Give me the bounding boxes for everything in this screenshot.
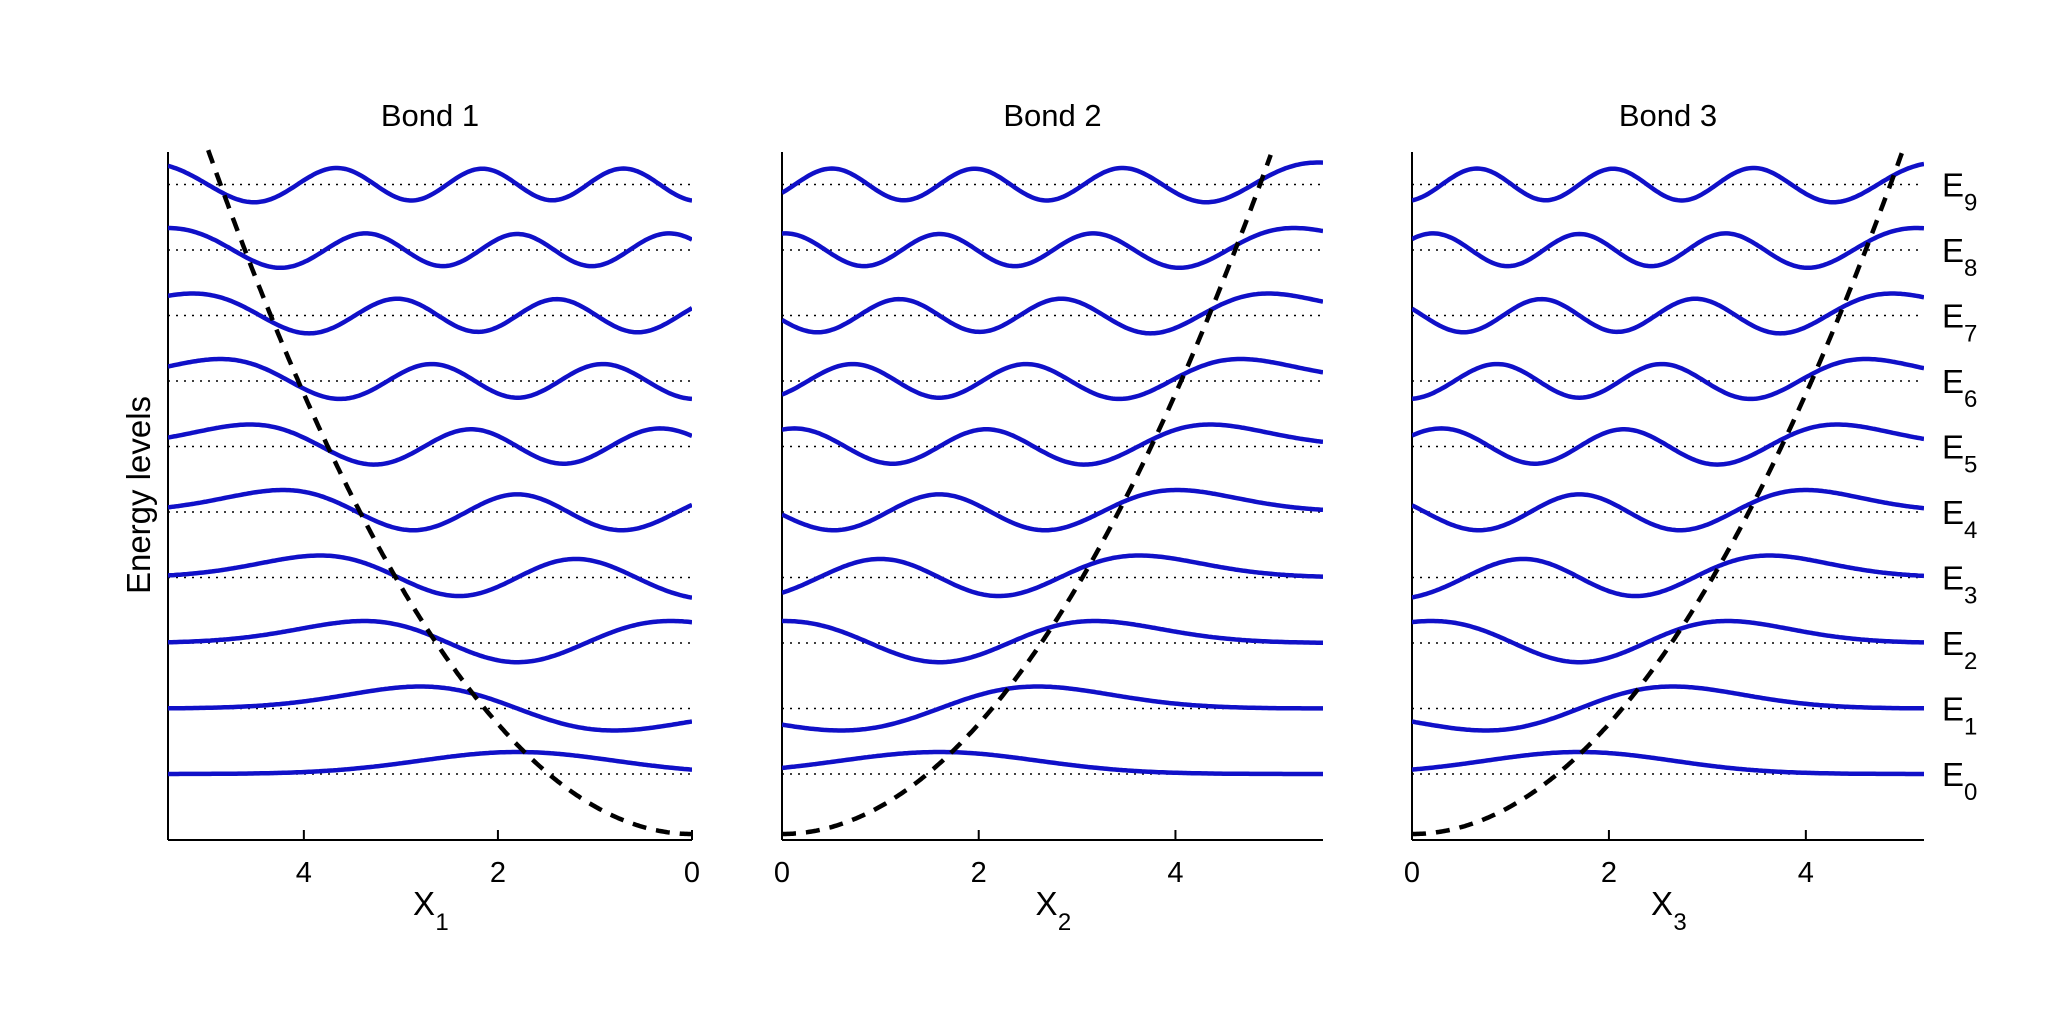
panel-bond-1: Bond 1 4 2 0 X1 bbox=[167, 98, 700, 936]
energy-level-subscript: 0 bbox=[1964, 779, 1977, 806]
x-tick-label: 2 bbox=[971, 857, 987, 889]
wavefunction-curve bbox=[1412, 422, 1924, 467]
wavefunction-curve bbox=[782, 356, 1323, 402]
wavefunction-curve bbox=[168, 684, 692, 733]
energy-level-label: E bbox=[1942, 625, 1964, 662]
wavefunction-curve bbox=[1412, 356, 1924, 402]
panel-title: Bond 2 bbox=[1003, 98, 1101, 133]
energy-level-label: E bbox=[1942, 232, 1964, 269]
energy-level-label: E bbox=[1942, 494, 1964, 531]
energy-level-subscript: 1 bbox=[1964, 714, 1977, 741]
energy-level-subscript: 5 bbox=[1964, 452, 1977, 479]
panel-bond-2: Bond 20 2 4X2 bbox=[774, 98, 1323, 936]
wavefunction-curve bbox=[1412, 618, 1924, 665]
x-axis-label: X bbox=[1651, 885, 1673, 922]
wavefunction-curve bbox=[168, 356, 692, 402]
wavefunction-curve bbox=[1412, 225, 1924, 271]
wavefunction-curve bbox=[782, 487, 1323, 533]
wavefunction-curve bbox=[782, 749, 1323, 777]
energy-level-label: E bbox=[1942, 560, 1964, 597]
wavefunction-curve bbox=[168, 163, 692, 205]
wavefunction-curve bbox=[1412, 291, 1924, 336]
wavefunction-curve bbox=[1412, 161, 1924, 205]
energy-level-labels: E 0E 1E 2E 3E 4E 5E 6E 7E 8E 9 bbox=[1942, 167, 1977, 807]
x-axis-label-subscript: 3 bbox=[1673, 909, 1686, 936]
y-axis-label: Energy levels bbox=[120, 396, 157, 594]
energy-level-label: E bbox=[1942, 167, 1964, 204]
wavefunction-curve bbox=[168, 487, 692, 533]
wavefunction-curve bbox=[1412, 487, 1924, 533]
energy-level-subscript: 9 bbox=[1964, 190, 1977, 217]
x-tick-label: 2 bbox=[490, 857, 506, 889]
wavefunction-curve bbox=[168, 553, 692, 600]
panel-bond-3: Bond 3 0 2 4 X3 bbox=[1404, 98, 1924, 936]
x-tick-label: 0 bbox=[1404, 857, 1420, 889]
wavefunction-curve bbox=[782, 291, 1323, 336]
panel-title: Bond 3 bbox=[1619, 98, 1717, 133]
energy-level-label: E bbox=[1942, 363, 1964, 400]
potential-curve bbox=[782, 154, 1273, 837]
x-axis-label: X bbox=[1035, 885, 1057, 922]
wavefunction-curve bbox=[782, 684, 1323, 733]
energy-level-label: E bbox=[1942, 691, 1964, 728]
wavefunction-curve bbox=[1412, 684, 1924, 733]
energy-level-label: E bbox=[1942, 429, 1964, 466]
x-axis-label-subscript: 1 bbox=[435, 909, 448, 936]
energy-level-subscript: 2 bbox=[1964, 648, 1977, 675]
wavefunction-curve bbox=[782, 160, 1323, 205]
wavefunction-curve bbox=[782, 553, 1323, 599]
wavefunction-curve bbox=[1412, 749, 1924, 777]
energy-level-subscript: 4 bbox=[1964, 517, 1977, 544]
energy-level-label: E bbox=[1942, 756, 1964, 793]
wavefunction-curve bbox=[782, 225, 1323, 271]
energy-level-subscript: 6 bbox=[1964, 386, 1977, 413]
wavefunction-curve bbox=[782, 618, 1323, 665]
panel-title: Bond 1 bbox=[381, 98, 479, 133]
energy-level-subscript: 8 bbox=[1964, 255, 1977, 282]
wavefunction-curve bbox=[168, 749, 692, 777]
energy-level-label: E bbox=[1942, 298, 1964, 335]
x-tick-label: 4 bbox=[296, 857, 312, 889]
potential-curve bbox=[1412, 152, 1904, 837]
wavefunction-curve bbox=[168, 422, 692, 467]
energy-level-subscript: 3 bbox=[1964, 583, 1977, 610]
x-tick-label: 4 bbox=[1798, 857, 1814, 889]
wavefunction-curve bbox=[1412, 553, 1924, 600]
x-tick-label: 4 bbox=[1167, 857, 1183, 889]
x-tick-label: 0 bbox=[684, 857, 700, 889]
x-tick-label: 2 bbox=[1601, 857, 1617, 889]
energy-level-subscript: 7 bbox=[1964, 321, 1977, 348]
potential-curve bbox=[206, 149, 692, 837]
wavefunction-curve bbox=[168, 291, 692, 336]
wavefunction-curve bbox=[782, 422, 1323, 467]
x-axis-label: X bbox=[413, 885, 435, 922]
x-axis-label-subscript: 2 bbox=[1058, 909, 1071, 936]
wavefunction-curve bbox=[168, 225, 692, 271]
x-tick-label: 0 bbox=[774, 857, 790, 889]
